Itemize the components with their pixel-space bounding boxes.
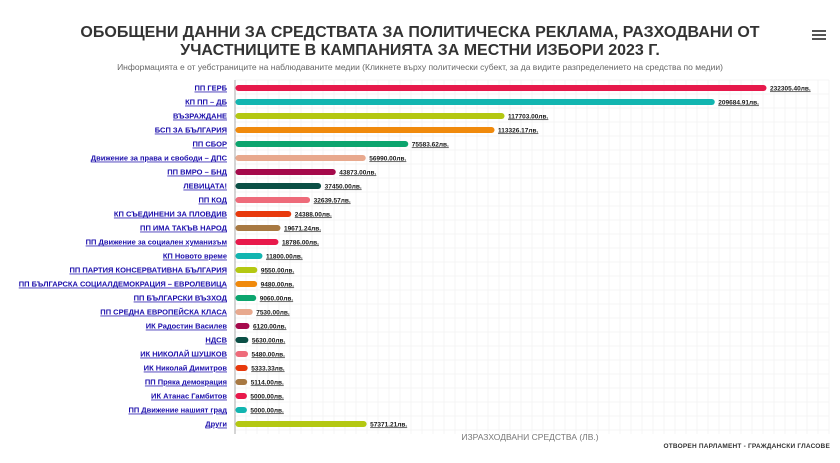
category-label[interactable]: ВЪЗРАЖДАНЕ: [173, 112, 227, 121]
value-label: 19671.24лв.: [284, 225, 321, 232]
bar[interactable]: [235, 225, 281, 231]
value-label: 5000.00лв.: [250, 393, 284, 400]
category-label[interactable]: ИК Атанас Гамбитов: [151, 392, 227, 401]
category-label[interactable]: КП ПП – ДБ: [185, 98, 228, 107]
chart-subtitle: Информацията е от уебстраниците на наблю…: [117, 62, 723, 72]
value-label: 5630.00лв.: [252, 337, 286, 344]
category-label[interactable]: ПП БЪЛГАРСКА СОЦИАЛДЕМОКРАЦИЯ – ЕВРОЛЕВИ…: [19, 280, 228, 289]
bar[interactable]: [235, 365, 248, 371]
value-label: 37450.00лв.: [325, 183, 362, 190]
value-label: 9550.00лв.: [261, 267, 295, 274]
value-label: 209684.91лв.: [718, 99, 759, 106]
bar[interactable]: [235, 127, 495, 133]
bar[interactable]: [235, 169, 336, 175]
credit-text: ОТВОРЕН ПАРЛАМЕНТ - ГРАЖДАНСКИ ГЛАСОВЕ: [663, 443, 830, 450]
bar[interactable]: [235, 113, 505, 119]
bar[interactable]: [235, 183, 322, 189]
bar[interactable]: [235, 421, 367, 427]
value-label: 232305.40лв.: [770, 85, 811, 92]
category-label[interactable]: Движение за права и свободи – ДПС: [91, 154, 228, 163]
bar[interactable]: [235, 267, 258, 273]
bar[interactable]: [235, 141, 409, 147]
bar[interactable]: [235, 155, 366, 161]
value-label: 56990.00лв.: [369, 155, 406, 162]
category-label[interactable]: ПП Пряка демокрация: [145, 378, 227, 387]
category-label[interactable]: ПП ВМРО – БНД: [167, 168, 227, 177]
bar[interactable]: [235, 239, 279, 245]
value-label: 75583.62лв.: [412, 141, 449, 148]
category-label[interactable]: ПП СРЕДНА ЕВРОПЕЙСКА КЛАСА: [100, 308, 227, 317]
value-label: 6120.00лв.: [253, 323, 287, 330]
value-label: 24388.00лв.: [295, 211, 332, 218]
category-label[interactable]: КП Новото време: [163, 252, 227, 261]
bar[interactable]: [235, 253, 263, 259]
category-label[interactable]: ИК Радостин Василев: [146, 322, 228, 331]
category-label[interactable]: ПП ПАРТИЯ КОНСЕРВАТИВНА БЪЛГАРИЯ: [69, 266, 227, 275]
value-label: 18786.00лв.: [282, 239, 319, 246]
category-label[interactable]: ПП Движение нашият град: [128, 406, 227, 415]
value-label: 57371.21лв.: [370, 421, 407, 428]
bar[interactable]: [235, 379, 248, 385]
category-label[interactable]: НДСВ: [205, 336, 227, 345]
bar[interactable]: [235, 351, 249, 357]
category-label[interactable]: ПП БЪЛГАРСКИ ВЪЗХОД: [134, 294, 228, 303]
bar[interactable]: [235, 407, 247, 413]
category-label[interactable]: ПП ГЕРБ: [194, 84, 227, 93]
bar[interactable]: [235, 99, 715, 105]
value-label: 9060.00лв.: [260, 295, 294, 302]
value-label: 11800.00лв.: [266, 253, 303, 260]
bar[interactable]: [235, 337, 249, 343]
value-label: 117703.00лв.: [508, 113, 548, 120]
bar[interactable]: [235, 323, 250, 329]
x-axis-label: ИЗРАЗХОДВАНИ СРЕДСТВА (ЛВ.): [461, 432, 599, 442]
bar[interactable]: [235, 295, 257, 301]
hamburger-menu-icon[interactable]: [812, 30, 826, 42]
category-label[interactable]: ИК Николай Димитров: [144, 364, 228, 373]
value-label: 43873.00лв.: [339, 169, 376, 176]
category-label[interactable]: ИК НИКОЛАЙ ШУШКОВ: [140, 350, 227, 359]
value-label: 113326.17лв.: [498, 127, 538, 134]
value-label: 7530.00лв.: [256, 309, 290, 316]
value-label: 5000.00лв.: [250, 407, 284, 414]
bar[interactable]: [235, 281, 258, 287]
chart-title: ОБОБЩЕНИ ДАННИ ЗА СРЕДСТВАТА ЗА ПОЛИТИЧЕ…: [80, 24, 760, 59]
category-label[interactable]: БСП ЗА БЪЛГАРИЯ: [155, 126, 227, 135]
bar[interactable]: [235, 197, 311, 203]
bar[interactable]: [235, 211, 292, 217]
category-label[interactable]: КП СЪЕДИНЕНИ ЗА ПЛОВДИВ: [114, 210, 228, 219]
category-label[interactable]: Други: [205, 420, 227, 429]
category-label[interactable]: ПП СБОР: [192, 140, 227, 149]
category-label[interactable]: ПП Движение за социален хуманизъм: [86, 238, 228, 247]
value-label: 32639.57лв.: [314, 197, 351, 204]
bar[interactable]: [235, 309, 253, 315]
bar[interactable]: [235, 85, 767, 91]
value-label: 9480.00лв.: [261, 281, 295, 288]
category-label[interactable]: ПП ИМА ТАКЪВ НАРОД: [140, 224, 228, 233]
category-label[interactable]: ЛЕВИЦАТА!: [183, 182, 227, 191]
value-label: 5333.33лв.: [251, 365, 285, 372]
value-label: 5114.00лв.: [251, 379, 284, 386]
bar[interactable]: [235, 393, 247, 399]
category-label[interactable]: ПП КОД: [198, 196, 227, 205]
value-label: 5480.00лв.: [252, 351, 286, 358]
